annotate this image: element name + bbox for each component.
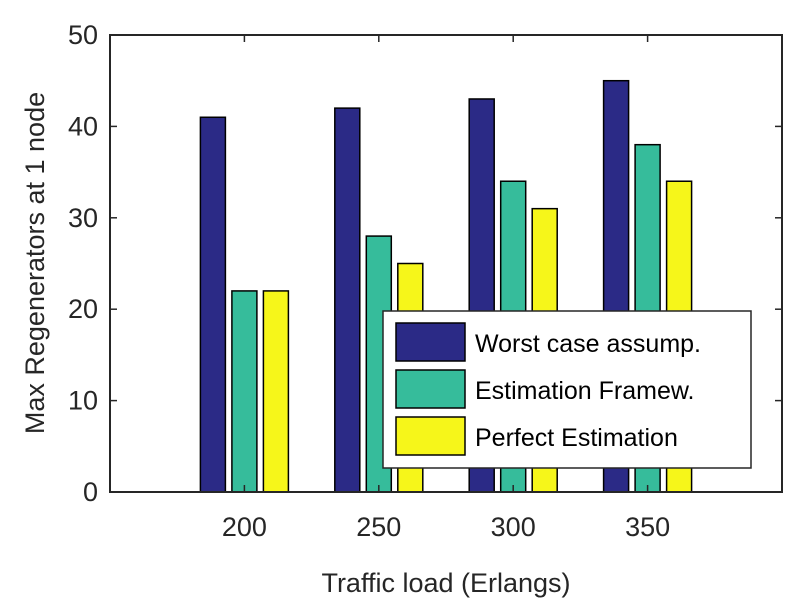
y-axis-label: Max Regenerators at 1 node xyxy=(20,92,50,434)
y-tick-label: 40 xyxy=(68,111,98,141)
x-tick-label: 350 xyxy=(625,512,670,542)
legend-label-1: Worst case assump. xyxy=(475,330,701,358)
y-tick-label: 10 xyxy=(68,386,98,416)
plot-frame xyxy=(109,34,783,493)
legend-label-2: Estimation Framew. xyxy=(475,377,695,405)
x-tick-label: 200 xyxy=(222,512,267,542)
x-axis: 200 250 300 350 xyxy=(222,35,670,542)
y-tick-label: 20 xyxy=(68,294,98,324)
legend-label-3: Perfect Estimation xyxy=(475,424,678,452)
y-tick-label: 0 xyxy=(83,477,98,507)
legend-swatch-3 xyxy=(395,416,466,456)
legend: Worst case assump. Estimation Framew. Perf… xyxy=(382,310,752,469)
bar-200-series-3 xyxy=(262,290,290,493)
x-axis-label: Traffic load (Erlangs) xyxy=(321,568,570,598)
x-tick-label: 250 xyxy=(356,512,401,542)
bar-200-series-1 xyxy=(199,116,227,493)
legend-swatch-2 xyxy=(395,369,466,409)
bar-200-series-2 xyxy=(231,290,258,493)
bar-250-series-1 xyxy=(334,107,361,493)
x-tick-label: 300 xyxy=(491,512,536,542)
legend-swatch-1 xyxy=(395,322,466,362)
y-tick-label: 50 xyxy=(68,20,98,50)
y-tick-label: 30 xyxy=(68,203,98,233)
y-axis: 0 10 20 30 40 50 xyxy=(68,20,782,507)
